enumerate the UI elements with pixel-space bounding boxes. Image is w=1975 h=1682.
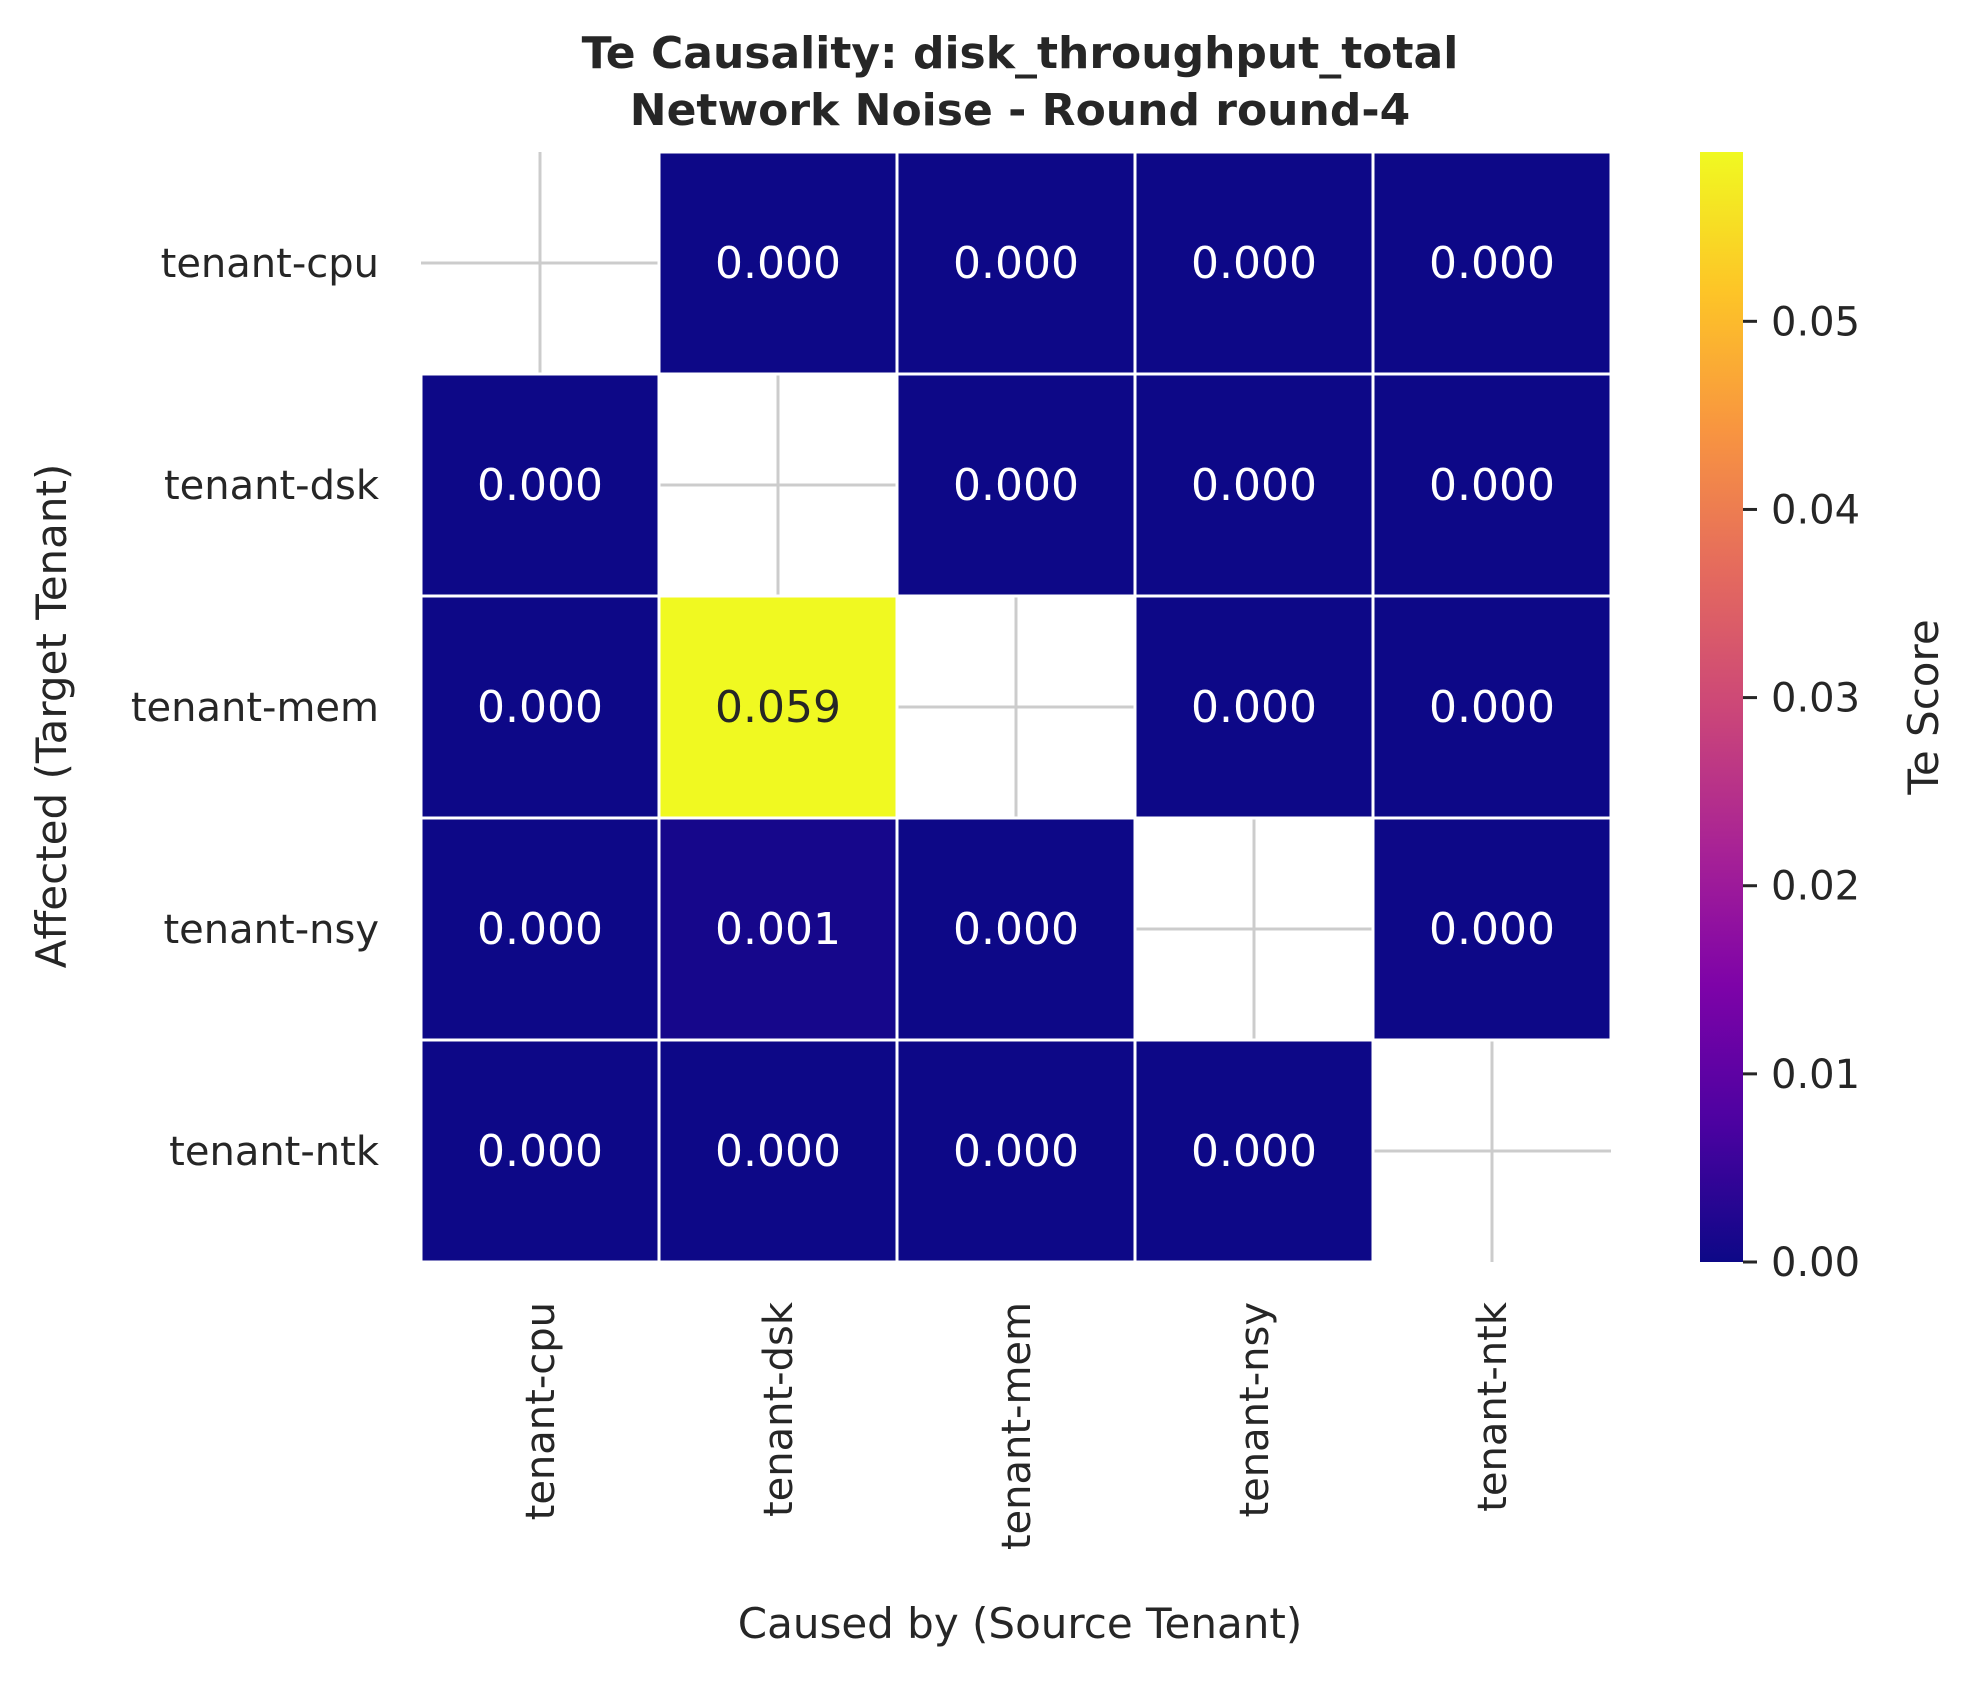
cell-value-label: 0.001 (715, 904, 841, 955)
cell-value-label: 0.000 (477, 460, 603, 511)
y-tick-labels: tenant-cpu tenant-dsk tenant-mem tenant-nsy… (131, 241, 380, 1175)
heatmap-cell (895, 150, 1137, 376)
heatmap-cell (895, 372, 1137, 598)
heatmap-cell (895, 1038, 1137, 1264)
cell-value-label: 0.000 (715, 238, 841, 289)
colorbar-tick-label: 0.05 (1771, 299, 1860, 345)
y-tick-label: tenant-dsk (164, 463, 380, 509)
heatmap-cell (657, 816, 899, 1042)
x-tick-label: tenant-nsy (1232, 1302, 1278, 1518)
x-tick-label: tenant-mem (994, 1302, 1040, 1550)
colorbar-label: Te Score (1899, 619, 1948, 795)
x-tick-label: tenant-dsk (756, 1301, 802, 1517)
y-tick-label: tenant-cpu (161, 241, 379, 287)
heatmap-cell (1133, 594, 1375, 820)
y-axis-label: Affected (Target Tenant) (27, 464, 76, 969)
colorbar-tick-label: 0.04 (1771, 487, 1860, 533)
y-tick-label: tenant-ntk (169, 1129, 380, 1175)
heatmap-cell (1371, 150, 1613, 376)
cell-value-label: 0.000 (953, 460, 1079, 511)
x-tick-labels: tenant-cpu tenant-dsk tenant-mem tenant-nsy… (518, 1301, 1516, 1550)
chart-subtitle: Network Noise - Round round-4 (630, 85, 1410, 136)
cell-value-labels: 0.000 0.000 0.000 0.000 0.000 0.000 0.000 0.000… (477, 238, 1555, 1177)
heatmap-cell (1371, 372, 1613, 598)
cell-value-label: 0.000 (477, 1126, 603, 1177)
heatmap-cell (657, 1038, 899, 1264)
heatmap-cells (419, 150, 1613, 1264)
cell-value-label: 0.000 (953, 238, 1079, 289)
heatmap-cell (419, 594, 661, 820)
y-tick-label: tenant-nsy (164, 907, 380, 953)
heatmap-cell (1371, 816, 1613, 1042)
cell-value-label: 0.000 (477, 904, 603, 955)
heatmap-cell (1133, 1038, 1375, 1264)
colorbar-tick-label: 0.02 (1771, 864, 1860, 910)
cell-value-label: 0.059 (715, 682, 841, 733)
colorbar-tick-label: 0.01 (1771, 1052, 1860, 1098)
chart-title: Te Causality: disk_throughput_total (582, 28, 1459, 79)
cell-value-label: 0.000 (1191, 238, 1317, 289)
cell-value-label: 0.000 (715, 1126, 841, 1177)
colorbar-tick-label: 0.03 (1771, 676, 1860, 722)
colorbar-ticks: 0.00 0.01 0.02 0.03 0.04 0.05 (1743, 299, 1860, 1286)
cell-value-label: 0.000 (1429, 460, 1555, 511)
x-tick-label: tenant-ntk (1470, 1301, 1516, 1512)
y-tick-label: tenant-mem (131, 685, 379, 731)
colorbar (1700, 152, 1743, 1262)
x-axis-label: Caused by (Source Tenant) (738, 1599, 1302, 1648)
heatmap-cell (895, 816, 1137, 1042)
cell-value-label: 0.000 (953, 1126, 1079, 1177)
heatmap-cell (1133, 372, 1375, 598)
cell-value-label: 0.000 (1429, 682, 1555, 733)
heatmap-cell (419, 1038, 661, 1264)
cell-value-label: 0.000 (953, 904, 1079, 955)
cell-value-label: 0.000 (1191, 1126, 1317, 1177)
heatmap-cell (657, 594, 899, 820)
cell-value-label: 0.000 (1429, 238, 1555, 289)
cell-value-label: 0.000 (1191, 460, 1317, 511)
cell-value-label: 0.000 (1429, 904, 1555, 955)
cell-value-label: 0.000 (1191, 682, 1317, 733)
x-tick-label: tenant-cpu (518, 1302, 564, 1520)
heatmap-cell (419, 816, 661, 1042)
cell-value-label: 0.000 (477, 682, 603, 733)
colorbar-tick-label: 0.00 (1771, 1240, 1860, 1286)
heatmap-cell (1371, 594, 1613, 820)
heatmap-cell (419, 372, 661, 598)
